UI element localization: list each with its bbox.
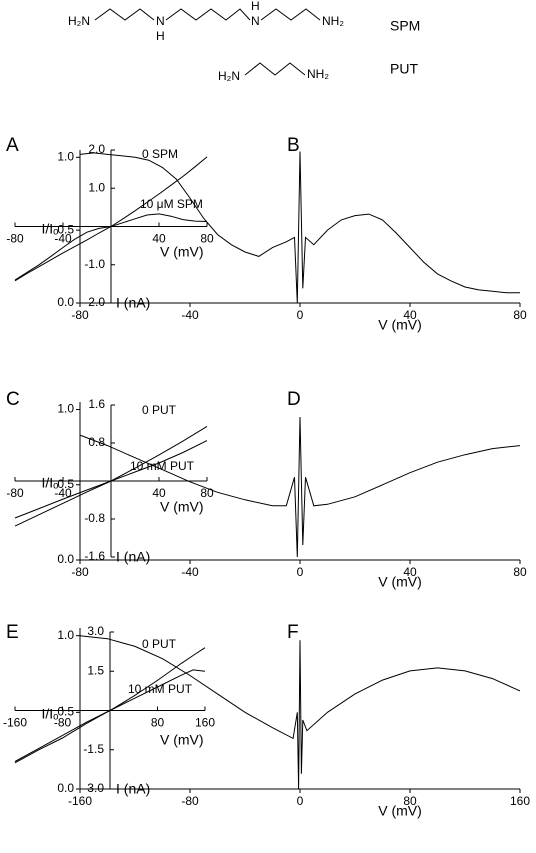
x-tick-label: -40 <box>181 308 199 322</box>
atom: NH₂ <box>322 14 344 28</box>
trace-label: 0 PUT <box>142 403 177 417</box>
trace <box>14 440 208 519</box>
x-axis-label: V (mV) <box>160 499 204 515</box>
trace <box>14 213 208 281</box>
x-tick-label: -160 <box>3 716 27 730</box>
y-tick-label: 0.0 <box>57 781 74 795</box>
y-tick-label: 0.8 <box>88 435 105 449</box>
y-tick-label: 0.5 <box>57 222 74 236</box>
x-tick-label: -80 <box>71 308 89 322</box>
x-axis-label: V (mV) <box>378 803 422 819</box>
bond <box>165 8 251 21</box>
trace-label: 0 PUT <box>142 637 177 651</box>
y-tick-label: -1.0 <box>84 257 105 271</box>
y-tick-label: 1.0 <box>88 180 105 194</box>
x-axis-label: V (mV) <box>160 244 204 260</box>
panel-label: D <box>287 389 301 410</box>
trace-label: 10 mM PUT <box>130 459 195 473</box>
y-tick-label: -3.0 <box>83 781 104 795</box>
x-tick-label: 40 <box>403 308 417 322</box>
bond <box>244 62 306 76</box>
trace-label: 10 mM PUT <box>128 682 193 696</box>
y-tick-label: 1.5 <box>87 663 104 677</box>
y-tick-label: 1.6 <box>88 397 105 411</box>
y-tick-label: 3.0 <box>87 624 104 638</box>
x-tick-label: -80 <box>6 486 24 500</box>
atom: H <box>251 0 260 13</box>
x-tick-label: -40 <box>54 232 72 246</box>
panel-label: B <box>287 135 300 156</box>
atom: NH₂ <box>307 67 329 81</box>
x-tick-label: 80 <box>513 308 527 322</box>
atom: H <box>156 29 165 43</box>
x-tick-label: 40 <box>152 232 166 246</box>
y-axis-label: I/Iₒ <box>42 475 59 491</box>
panel: A 2.01.0-1.0-2.0-80 -40 40 80V (mV)I (nA)0 S… <box>6 135 214 311</box>
x-tick-label: 40 <box>152 486 166 500</box>
panel-label: F <box>287 622 299 643</box>
trace <box>79 151 520 304</box>
compound-name: SPM <box>390 18 420 34</box>
trace-label: 0 SPM <box>142 147 178 161</box>
panel: C 1.60.8-0.8-1.6-80 -40 40 80V (mV)I (nA)0 P… <box>6 389 214 565</box>
x-tick-label: -80 <box>54 716 72 730</box>
panel: D 0.0 0.5 1.0 -80 -40 0 40 80 V (mV) I/Iₒ <box>42 389 527 590</box>
y-axis-label: I/Iₒ <box>42 221 59 237</box>
put-structure: H₂N NH₂ PUT <box>218 61 418 83</box>
y-tick-label: 0.5 <box>57 477 74 491</box>
trace <box>14 647 206 764</box>
atom: N <box>156 14 165 28</box>
trace <box>79 416 521 558</box>
x-tick-label: 0 <box>297 565 304 579</box>
panel-label: E <box>6 622 19 643</box>
x-tick-label: 80 <box>403 794 417 808</box>
spm-structure: H₂N N H N H NH₂ SPM <box>68 0 420 43</box>
x-tick-label: 80 <box>200 232 214 246</box>
x-tick-label: 160 <box>195 716 215 730</box>
compound-name: PUT <box>390 61 418 77</box>
atom: H₂N <box>68 14 90 28</box>
x-tick-label: 80 <box>513 565 527 579</box>
y-tick-label: 1.0 <box>57 628 74 642</box>
panel: B0.00.51.0-80 -40 0 40 80V (mV)I/Iₒ <box>42 135 527 333</box>
x-axis-label: V (mV) <box>160 732 204 748</box>
x-tick-label: -160 <box>68 794 92 808</box>
y-tick-label: -1.5 <box>83 742 104 756</box>
x-tick-label: 0 <box>297 308 304 322</box>
y-tick-label: -0.8 <box>84 511 105 525</box>
y-tick-label: -1.6 <box>84 549 105 563</box>
x-tick-label: -80 <box>181 794 199 808</box>
x-tick-label: 40 <box>403 565 417 579</box>
panel-label: C <box>6 389 20 410</box>
y-tick-label: 0.0 <box>57 295 74 309</box>
trace-label: 10 μM SPM <box>140 197 203 211</box>
x-axis-label: V (mV) <box>378 317 422 333</box>
x-tick-label: -40 <box>54 486 72 500</box>
x-tick-label: 0 <box>297 794 304 808</box>
x-tick-label: -40 <box>181 565 199 579</box>
bond <box>94 8 155 21</box>
atom: H₂N <box>218 69 240 83</box>
y-axis-label: I/Iₒ <box>42 706 59 722</box>
trace <box>79 635 521 790</box>
y-tick-label: -2.0 <box>84 295 105 309</box>
y-axis-label: I (nA) <box>116 549 150 565</box>
panel-label: A <box>6 135 19 156</box>
x-tick-label: -80 <box>6 232 24 246</box>
bond <box>260 8 321 21</box>
x-tick-label: -80 <box>71 565 89 579</box>
atom: N <box>251 14 260 28</box>
x-tick-label: 160 <box>510 794 530 808</box>
x-tick-label: 80 <box>151 716 165 730</box>
panel: F 0.0 0.5 1.0 -160 -80 0 80 160 V (mV) I/Iₒ <box>42 622 531 819</box>
y-tick-label: 1.0 <box>57 402 74 416</box>
trace <box>14 669 206 762</box>
y-tick-label: 1.0 <box>57 149 74 163</box>
x-axis-label: V (mV) <box>378 574 422 590</box>
y-tick-label: 0.0 <box>57 552 74 566</box>
y-tick-label: 0.5 <box>57 705 74 719</box>
